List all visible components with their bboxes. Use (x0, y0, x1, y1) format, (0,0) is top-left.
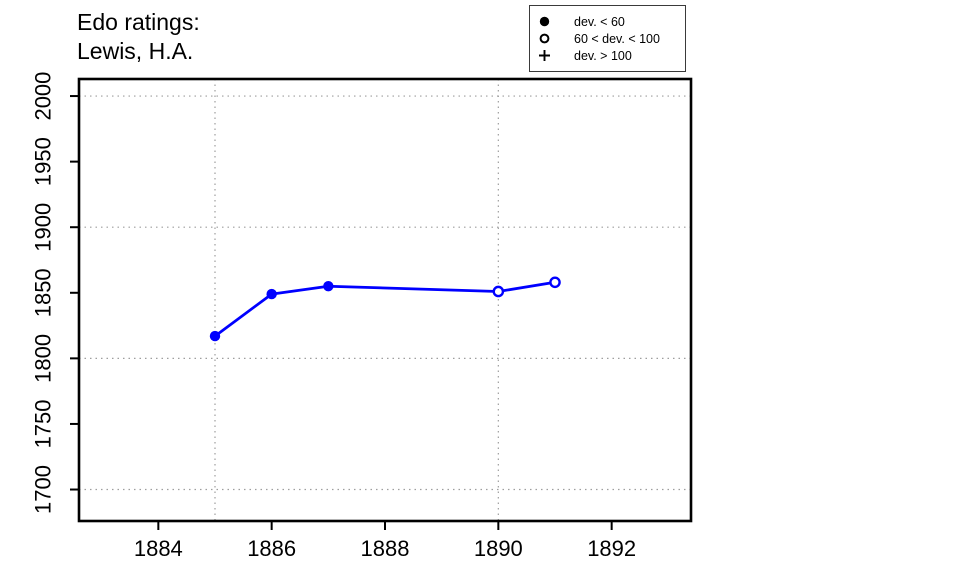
data-point-1890 (492, 285, 505, 298)
legend-item-dev-lt-60: dev. < 60 (530, 13, 685, 30)
chart-title-line1: Edo ratings: (77, 9, 200, 35)
y-axis-tick-label-1700: 1700 (31, 465, 56, 514)
data-point-1887 (323, 281, 334, 292)
legend-item-dev-gt-100: dev. > 100 (530, 47, 685, 64)
legend-box: dev. < 60 60 < dev. < 100 dev. > 100 (529, 5, 686, 72)
legend-label: dev. < 60 (574, 14, 625, 29)
chart-title-line2: Lewis, H.A. (77, 38, 194, 64)
data-point-1891 (549, 276, 561, 289)
plot-box (77, 77, 693, 523)
legend-item-dev-60-100: 60 < dev. < 100 (530, 30, 685, 47)
open-circle-icon (539, 33, 550, 44)
x-axis-tick-label-1892: 1892 (587, 536, 636, 561)
x-axis-tick-label-1890: 1890 (474, 536, 523, 561)
y-axis-tick-label-1950: 1950 (31, 137, 56, 186)
y-axis-tick-label-1800: 1800 (31, 334, 56, 383)
y-axis-tick-label-1750: 1750 (31, 399, 56, 448)
x-axis-tick-label-1884: 1884 (134, 536, 183, 561)
y-axis-tick-label-1900: 1900 (31, 203, 56, 252)
x-axis-tick-label-1888: 1888 (361, 536, 410, 561)
data-point-1886 (266, 288, 277, 300)
legend-label: dev. > 100 (574, 48, 632, 63)
y-axis-tick-label-2000: 2000 (31, 72, 56, 121)
data-point-1885 (209, 330, 221, 342)
legend-label: 60 < dev. < 100 (574, 31, 660, 46)
chart-title: Edo ratings: Lewis, H.A. (77, 8, 200, 66)
x-axis-tick-label-1886: 1886 (247, 536, 296, 561)
y-axis-tick-label-1850: 1850 (31, 268, 56, 317)
plus-icon (539, 50, 550, 61)
filled-circle-icon (539, 16, 550, 27)
